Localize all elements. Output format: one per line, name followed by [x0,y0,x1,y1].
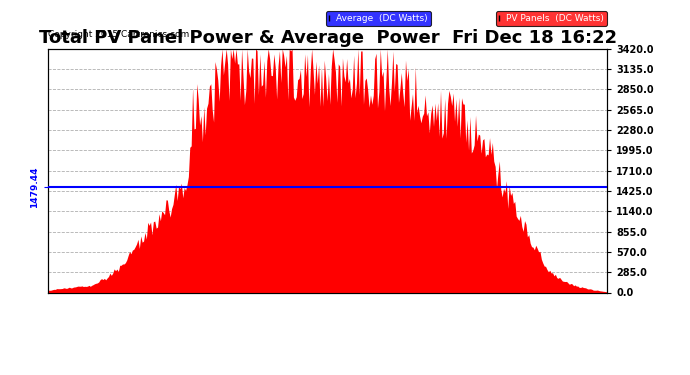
Text: Copyright 2015 Cartronics.com: Copyright 2015 Cartronics.com [48,30,190,39]
Title: Total PV Panel Power & Average  Power  Fri Dec 18 16:22: Total PV Panel Power & Average Power Fri… [39,29,617,47]
Legend: PV Panels  (DC Watts): PV Panels (DC Watts) [496,11,607,26]
